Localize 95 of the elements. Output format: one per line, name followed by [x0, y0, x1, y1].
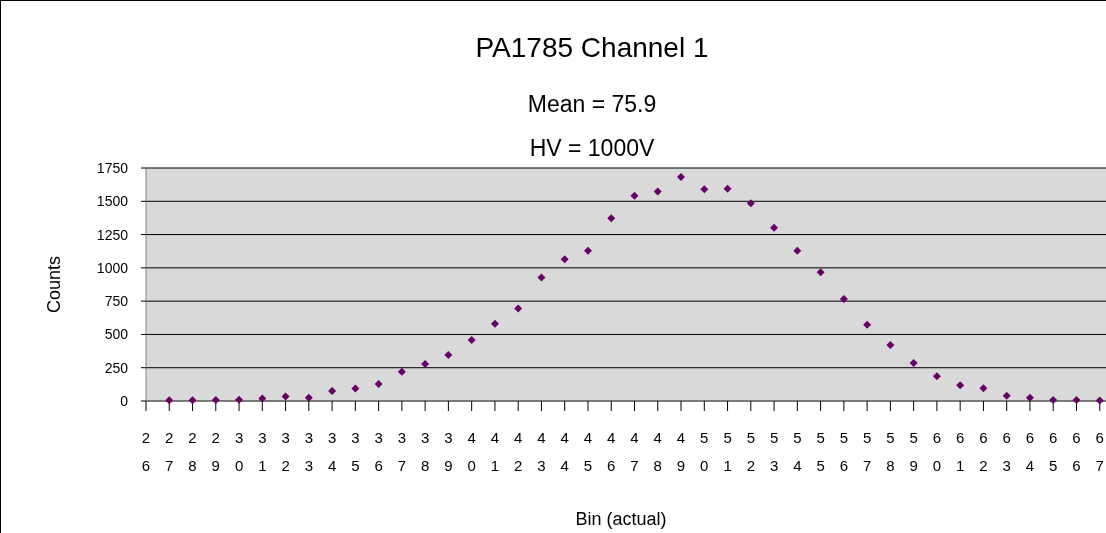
point [397, 367, 406, 376]
x-tick-label: 4 5 [583, 429, 593, 474]
point [304, 393, 313, 402]
y-tick-label: 750 [104, 293, 129, 310]
point [560, 255, 569, 264]
y-tick-label: 1500 [96, 193, 129, 210]
x-tick-label: 6 6 [1072, 429, 1081, 474]
x-tick-label: 6 1 [955, 429, 965, 474]
x-tick-label: 4 6 [607, 429, 616, 474]
x-tick-label: 6 2 [979, 429, 988, 474]
y-axis-title: Counts [44, 255, 64, 314]
x-tick-label: 6 5 [1049, 429, 1058, 474]
y-tick-label: 1250 [96, 226, 129, 243]
point [607, 214, 616, 223]
point [258, 394, 267, 403]
y-tick-label: 250 [104, 359, 129, 376]
point [1095, 396, 1104, 405]
x-tick-label: 3 6 [374, 429, 383, 474]
x-tick-label: 3 7 [397, 429, 407, 474]
x-tick-label: 3 1 [258, 429, 267, 474]
point [839, 295, 848, 304]
x-tick-label: 5 6 [839, 429, 849, 474]
point [1049, 395, 1058, 404]
point [1025, 393, 1034, 402]
x-tick-label: 6 0 [932, 429, 942, 474]
point [723, 184, 732, 193]
point [746, 199, 755, 208]
point [793, 246, 802, 255]
point [165, 396, 174, 405]
x-tick-label: 4 2 [514, 429, 523, 474]
point [188, 396, 197, 405]
point [514, 304, 523, 313]
x-tick-label: 3 8 [420, 429, 430, 474]
point [374, 379, 383, 388]
x-tick-label: 6 4 [1025, 429, 1035, 474]
point [328, 387, 337, 396]
point [444, 351, 453, 360]
y-tick-label: 500 [104, 326, 129, 343]
x-tick-label: 3 0 [234, 429, 244, 474]
point [770, 223, 779, 232]
point [211, 395, 220, 404]
point [630, 191, 639, 200]
point [281, 392, 290, 401]
x-tick-label: 3 4 [327, 429, 337, 474]
point [467, 336, 476, 345]
chart-subtitle: Mean = 75.9 HV = 1000V [527, 91, 657, 161]
x-tick-label: 3 5 [351, 429, 360, 474]
point [909, 358, 918, 367]
x-tick-label: 2 7 [165, 429, 174, 474]
x-tick-label: 5 5 [816, 429, 825, 474]
x-tick-label: 6 3 [1002, 429, 1011, 474]
x-tick-label: 2 6 [141, 429, 151, 474]
x-tick-label: 3 3 [304, 429, 314, 474]
point [421, 359, 430, 368]
point [700, 185, 709, 194]
x-tick-label: 4 0 [467, 429, 476, 474]
x-tick-label: 5 4 [793, 429, 802, 474]
point [677, 172, 686, 181]
chart-title: PA1785 Channel 1 [475, 32, 709, 63]
point [886, 341, 895, 350]
x-tick-label: 4 3 [537, 429, 546, 474]
x-tick-label: 5 9 [909, 429, 918, 474]
point [816, 268, 825, 277]
x-tick-label: 5 1 [723, 429, 732, 474]
point [537, 273, 546, 282]
x-tick-label: 2 9 [211, 429, 220, 474]
x-tick-label: 5 7 [862, 429, 872, 474]
x-tick-label: 4 8 [653, 429, 662, 474]
x-tick-label: 6 7 [1095, 429, 1104, 474]
point [1002, 391, 1011, 400]
point [351, 384, 360, 393]
x-tick-label: 5 8 [886, 429, 895, 474]
x-axis-title: Bin (actual) [575, 509, 667, 529]
x-tick-label: 4 1 [490, 429, 500, 474]
y-tick-label: 0 [120, 393, 129, 409]
point [490, 319, 499, 328]
x-tick-label: 4 9 [676, 429, 686, 474]
x-tick-label: 4 4 [560, 429, 569, 474]
point [863, 320, 872, 329]
point [235, 395, 244, 404]
x-tick-label: 5 0 [700, 429, 709, 474]
x-tick-label: 3 2 [281, 429, 290, 474]
point [932, 372, 941, 381]
x-tick-label: 5 2 [746, 429, 755, 474]
x-tick-label: 5 3 [769, 429, 779, 474]
x-tick-label: 3 9 [444, 429, 453, 474]
point [956, 381, 965, 390]
point [653, 187, 662, 196]
point [1072, 395, 1081, 404]
y-tick-label: 1000 [96, 259, 129, 276]
point [583, 246, 592, 255]
point [979, 384, 988, 393]
y-tick-label: 1750 [96, 160, 129, 176]
x-tick-label: 2 8 [188, 429, 197, 474]
x-tick-label: 4 7 [630, 429, 639, 474]
